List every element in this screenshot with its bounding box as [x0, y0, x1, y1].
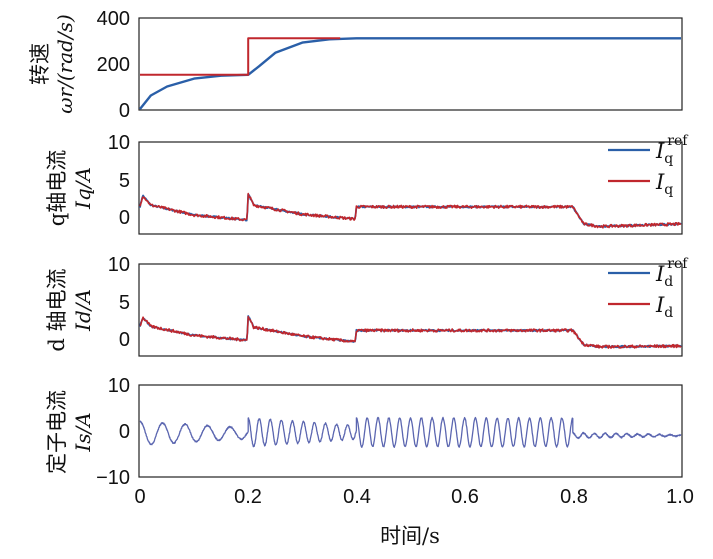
x-tick: 0.8 [560, 486, 588, 508]
id-ytick: 0 [119, 329, 130, 351]
x-tick: 1.0 [666, 486, 694, 508]
iq-series [139, 192, 682, 229]
speed-ytick: 400 [97, 8, 130, 30]
speed-axes [138, 17, 683, 111]
speed-ytick: 200 [97, 54, 130, 76]
iq-axes [138, 141, 683, 235]
x-axis-label: 时间/s [380, 524, 440, 548]
is-ylabel-bottom: Is/A [71, 412, 95, 452]
iq-yticks: 10 5 0 [108, 132, 130, 229]
is-series [139, 416, 682, 448]
id-series [139, 315, 682, 349]
is-ytick: 10 [108, 375, 130, 397]
id-yticks: 10 5 0 [108, 254, 130, 351]
id-legend-meas-label: Id [655, 293, 673, 321]
iq-ylabel-bottom: Iq/A [71, 167, 95, 210]
id-ytick: 5 [119, 292, 130, 314]
iq-ytick: 5 [119, 170, 130, 192]
id-legend: Idref Id [608, 256, 689, 321]
iq-ylabel-top: q轴电流 [45, 150, 69, 226]
id-line [139, 315, 682, 349]
is-ylabel: 定子电流 Is/A [45, 390, 95, 474]
iq-ytick: 10 [108, 132, 130, 154]
x-tick: 0 [134, 486, 145, 508]
id-ylabel-top: d 轴电流 [45, 268, 69, 351]
x-tick: 0.2 [234, 486, 262, 508]
iq-legend-meas-label: Iq [655, 170, 673, 198]
speed-series [139, 37, 681, 110]
x-tick: 0.4 [343, 486, 371, 508]
id-axes [138, 263, 683, 357]
is-ytick: 0 [119, 421, 130, 443]
speed-ylabel-top: 转速 [28, 43, 52, 85]
iq-line [139, 192, 682, 229]
id-ylabel-bottom: Id/A [71, 289, 95, 332]
speed-ylabel-bottom: ωr/(rad/s) [53, 14, 77, 114]
is-axes [138, 384, 683, 478]
id-ylabel: d 轴电流 Id/A [45, 268, 95, 351]
iq-ytick: 0 [119, 207, 130, 229]
id-ytick: 10 [108, 254, 130, 276]
id-ref-line [139, 315, 682, 349]
id-legend-ref-label: Idref [655, 256, 689, 290]
speed-yticks: 400 200 0 [97, 8, 130, 122]
x-tick: 0.6 [451, 486, 479, 508]
iq-legend: Iqref Iq [608, 133, 689, 198]
is-ylabel-top: 定子电流 [45, 390, 69, 474]
speed-ylabel: 转速 ωr/(rad/s) [28, 14, 77, 114]
speed-ytick: 0 [119, 100, 130, 122]
speed-line [139, 37, 681, 110]
is-ytick: −10 [96, 467, 130, 489]
is-line [139, 416, 682, 448]
iq-ref-line [139, 193, 682, 228]
iq-legend-ref-label: Iqref [655, 133, 689, 167]
x-ticks: 0 0.2 0.4 0.6 0.8 1.0 [134, 486, 693, 508]
speed-ref-line [140, 37, 341, 76]
iq-ylabel: q轴电流 Iq/A [45, 150, 95, 226]
is-yticks: 10 0 −10 [96, 375, 130, 489]
